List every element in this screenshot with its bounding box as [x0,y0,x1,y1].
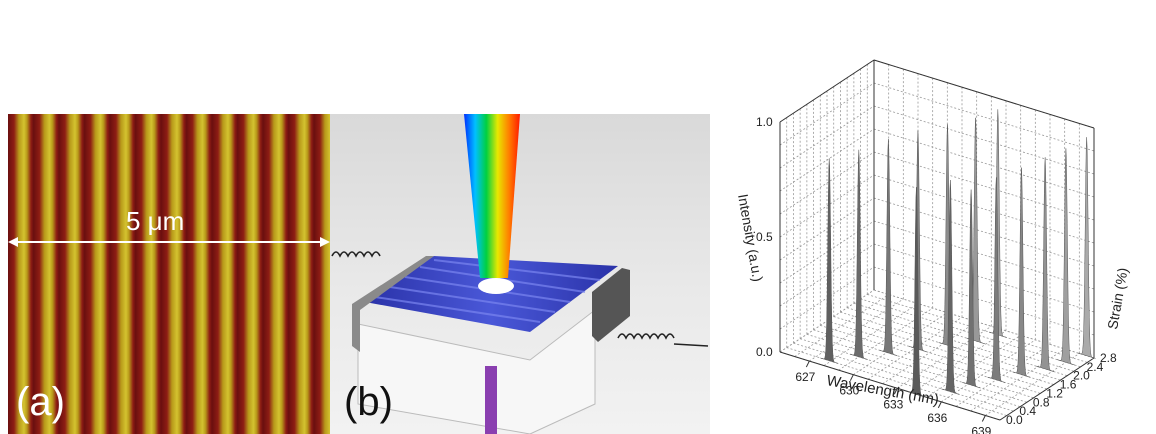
right-clamp [592,268,630,342]
floor-grid-line [985,353,1080,416]
strain-setup-schematic: (b) [330,114,710,434]
back-wall-grid-line [873,105,1095,175]
back-wall-grid-line [873,151,1095,221]
spectrum-peak [962,189,980,389]
z-tick-label: 2.0 [1073,369,1090,383]
spectrum-peak [820,158,839,364]
x-tick-mark [893,388,898,395]
spectrum-peak [1012,167,1031,378]
x-tick-mark [981,415,986,422]
spectrum-peak [938,124,957,349]
back-wall-grid-line [873,243,1095,313]
z-tick-label: 0.0 [1006,413,1023,427]
left-spring [331,251,381,258]
spectrum-peak [909,130,927,353]
spectrum-peak [907,187,926,398]
z-tick-label: 1.2 [1046,386,1063,400]
floor-grid-line [794,294,889,357]
spectrum-peak [879,139,898,356]
x-axis-line [779,351,1001,421]
x-tick-label: 633 [883,397,903,411]
device-base [357,308,596,434]
back-wall-grid-line [873,197,1095,267]
floor-grid-line [970,348,1065,412]
x-tick-label: 636 [927,411,947,425]
floor-grid-line [873,289,1095,359]
spectrum-peak [987,177,1006,383]
floor-grid-line [882,321,977,385]
back-wall-grid-line [873,174,1095,244]
intensity-waterfall-chart: 6276306336366390.00.51.00.00.40.81.21.62… [735,59,1131,434]
x-tick-mark [937,401,942,409]
spectrum-peak [1077,137,1096,359]
frame-line [779,59,875,123]
spectrum-peak [988,109,1007,338]
floor-grid-line [823,303,919,366]
x-tick-label: 639 [971,424,991,434]
chart-ticks: 6276306336366390.00.51.00.00.40.81.21.62… [756,115,1117,434]
x-tick-label: 630 [839,384,859,398]
z-tick-label: 0.8 [1033,395,1050,409]
spectrum-peak [849,149,868,360]
right-spring [617,333,675,340]
panel-a-label: (a) [16,380,65,424]
z-tick-label: 2.4 [1087,360,1104,374]
back-wall-grid-line [873,82,1095,152]
panel-b-label: (b) [344,380,393,424]
side-wall-grid-line [779,82,875,146]
spectrum-peak [941,180,960,395]
chart-peaks [820,109,1096,398]
z-tick-label: 1.6 [1060,378,1077,392]
floor-grid-line [847,307,1068,377]
beam-spot [478,278,514,294]
z-tick-label: 2.8 [1100,351,1117,365]
y-tick-label: 0.0 [756,345,773,359]
afm-grating-image: 5 μm (a) [8,114,330,434]
frame-line [873,59,1095,129]
x-tick-label: 627 [795,370,815,384]
back-wall-grid-line [873,266,1095,336]
floor-grid-line [911,330,1007,394]
x-tick-mark [805,360,810,368]
x-tick-mark [849,374,854,381]
z-axis-label: Strain (%) [1104,266,1131,330]
spectrum-peak [1057,148,1075,366]
spectrum-peak [1036,157,1055,372]
y-tick-label: 0.5 [756,230,773,244]
z-axis-line [999,357,1095,421]
scale-bar-label: 5 μm [126,206,185,236]
back-wall-grid-line [873,128,1095,198]
back-wall-grid-line [873,220,1095,290]
scale-bar [8,237,330,247]
schematic-drawing [331,114,709,434]
pump-beam [485,366,497,434]
back-wall-grid-line [873,289,1095,359]
z-tick-label: 0.4 [1019,404,1036,418]
y-tick-label: 1.0 [756,115,773,129]
diffracted-beam [464,114,520,278]
